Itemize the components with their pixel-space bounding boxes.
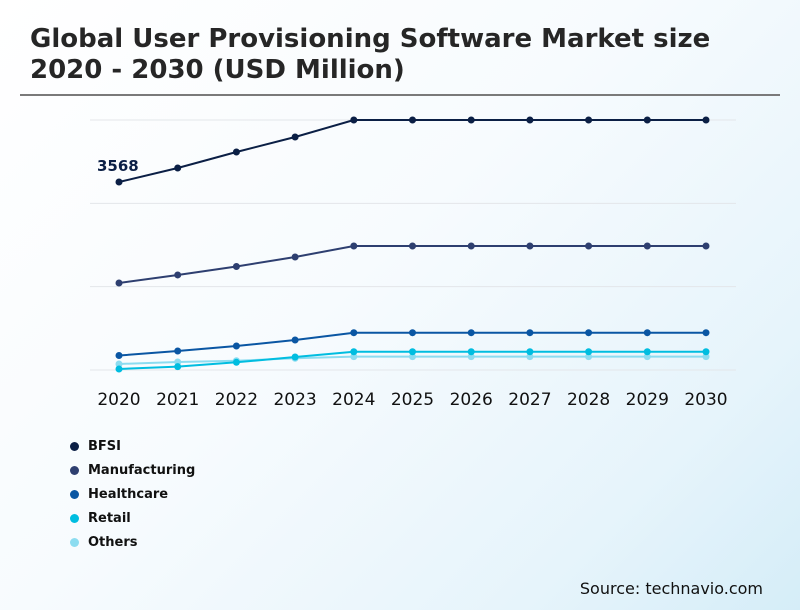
data-point-healthcare [467,329,475,337]
legend-marker-icon [70,489,79,499]
data-point-bfsi [232,148,240,156]
data-point-retail [115,365,123,373]
data-point-retail [467,348,475,356]
legend-label: Others [88,534,138,550]
x-tick-label: 2024 [332,390,375,410]
x-tick-label: 2027 [508,390,551,410]
legend-item: Others [70,530,195,554]
data-point-bfsi [174,164,182,172]
data-point-healthcare [643,329,651,337]
chart-title: Global User Provisioning Software Market… [30,24,711,85]
legend: BFSI Manufacturing Healthcare Retail Others [70,434,195,554]
legend-item: Retail [70,506,195,530]
legend-marker-icon [70,513,79,523]
data-point-bfsi [291,133,299,141]
data-point-healthcare [702,329,710,337]
data-point-bfsi [467,116,475,124]
data-point-retail [174,363,182,371]
data-point-manufacturing [350,242,358,250]
x-tick-label: 2023 [273,390,316,410]
data-point-others [350,353,358,361]
data-point-retail [350,348,358,356]
legend-label: BFSI [88,438,121,454]
legend-label: Healthcare [88,486,169,502]
data-point-bfsi [702,116,710,124]
data-point-retail [585,348,593,356]
data-point-manufacturing [643,242,651,250]
data-point-retail [232,358,240,366]
data-point-others [115,360,123,368]
data-point-bfsi [350,116,358,124]
data-point-retail [291,353,299,361]
data-point-healthcare [409,329,416,337]
data-point-healthcare [585,329,593,337]
data-point-healthcare [232,342,240,350]
x-tick-label: 2030 [684,390,727,410]
data-point-healthcare [115,352,123,360]
data-label: 3568 [97,157,139,175]
data-point-manufacturing [115,279,123,287]
data-point-manufacturing [585,242,593,250]
data-point-retail [526,348,534,356]
line-chart: 2020 2021 2022 2023 2024 2025 2026 2027 2028 2029… [90,116,736,410]
data-point-bfsi [585,116,593,124]
legend-marker-icon [70,441,79,451]
data-point-others [643,353,651,361]
data-point-retail [409,348,416,356]
data-point-others [585,353,593,361]
x-tick-label: 2028 [567,390,610,410]
data-point-healthcare [291,336,299,344]
legend-item: Manufacturing [70,458,195,482]
data-point-manufacturing [232,262,240,270]
data-point-others [467,353,475,361]
legend-marker-icon [70,537,79,547]
data-point-others [526,353,534,361]
x-tick-label: 2025 [391,390,434,410]
data-point-healthcare [526,329,534,337]
data-point-others [702,353,710,361]
data-point-healthcare [350,329,358,337]
data-point-retail [643,348,651,356]
data-point-manufacturing [174,271,182,279]
data-point-manufacturing [291,253,299,261]
x-tick-label: 2022 [215,390,258,410]
data-point-manufacturing [526,242,534,250]
data-point-others [409,353,416,361]
data-point-manufacturing [702,242,710,250]
data-point-bfsi [526,116,534,124]
source-note: Source: technavio.com [579,579,763,598]
x-tick-label: 2029 [626,390,669,410]
legend-item: Healthcare [70,482,195,506]
x-tick-label: 2020 [97,390,140,410]
data-point-retail [702,348,710,356]
series-line-manufacturing [118,245,706,285]
data-point-manufacturing [467,242,475,250]
x-tick-label: 2026 [450,390,493,410]
legend-label: Retail [88,510,131,526]
legend-item: BFSI [70,434,195,458]
data-point-bfsi [409,116,416,124]
data-point-bfsi [115,178,123,186]
legend-label: Manufacturing [88,462,196,478]
legend-marker-icon [70,465,79,475]
data-point-manufacturing [409,242,416,250]
data-point-bfsi [643,116,651,124]
x-tick-label: 2021 [156,390,199,410]
series-line-bfsi [118,119,706,183]
data-point-healthcare [174,347,182,355]
title-divider [20,94,780,96]
